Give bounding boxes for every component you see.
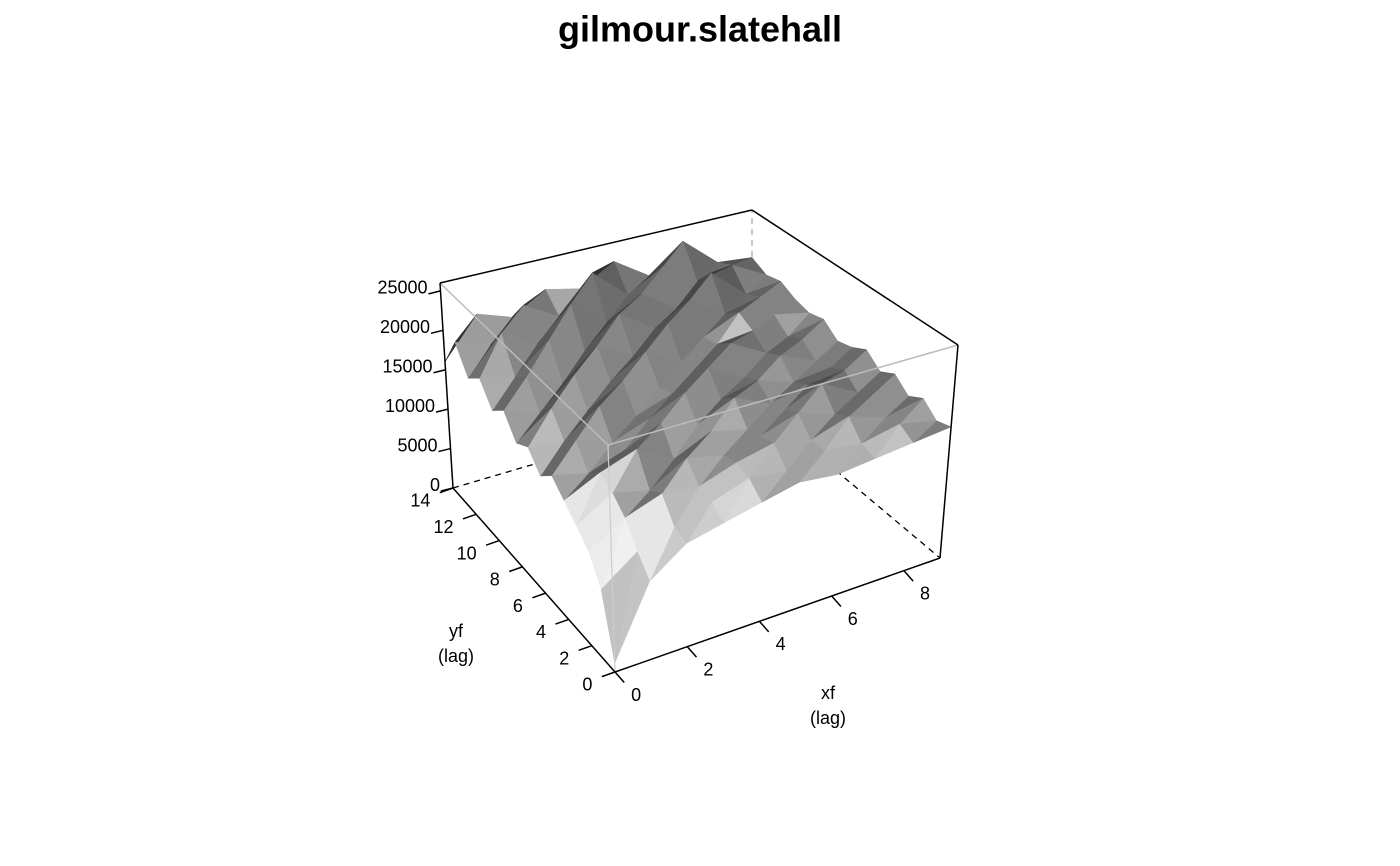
y-axis-title: yf [449, 621, 464, 641]
box-edge [452, 487, 616, 673]
box-edge [614, 557, 941, 673]
y-tick-label: 14 [410, 491, 430, 511]
z-tick [430, 329, 444, 335]
z-tick-label: 20000 [380, 317, 430, 337]
z-tick-label: 0 [430, 475, 440, 495]
z-tick-label: 15000 [382, 356, 432, 376]
y-tick [485, 539, 500, 546]
box-edge [439, 282, 609, 446]
x-tick [614, 671, 625, 684]
y-tick [601, 671, 616, 678]
surface-facet [479, 376, 516, 412]
y-tick-label: 12 [433, 517, 453, 537]
z-tick [433, 369, 446, 374]
box-edge [439, 209, 753, 284]
x-tick-label: 6 [848, 609, 858, 629]
x-tick-label: 8 [920, 583, 930, 603]
surface-facet [600, 550, 638, 664]
y-tick-label: 6 [513, 596, 523, 616]
surface-facet [467, 333, 502, 379]
y-tick [508, 566, 523, 573]
z-tick [435, 408, 449, 413]
z-tick [438, 447, 451, 453]
z-tick-label: 5000 [397, 435, 437, 455]
z-tick-label: 25000 [377, 278, 427, 298]
surface-facet [539, 440, 576, 477]
y-tick [555, 618, 569, 625]
surface-facet [491, 376, 527, 411]
chart-title: gilmour.slatehall [558, 9, 842, 50]
x-tick-label: 0 [631, 685, 641, 705]
x-axis-title: (lag) [810, 708, 846, 728]
surface-facet [527, 440, 565, 477]
box-edge [751, 209, 959, 346]
box-edge [751, 399, 941, 559]
y-tick [532, 592, 546, 599]
x-tick-label: 2 [703, 659, 713, 679]
y-tick-label: 10 [457, 543, 477, 563]
x-tick [831, 595, 842, 608]
y-tick-label: 2 [559, 648, 569, 668]
surface-facet [444, 313, 478, 362]
y-tick-label: 8 [490, 570, 500, 590]
y-tick-label: 4 [536, 622, 546, 642]
surface-facet [588, 517, 626, 591]
y-axis-title: (lag) [438, 646, 474, 666]
surface-facet [515, 408, 552, 448]
x-axis-title: xf [821, 683, 836, 703]
surface-facet [575, 493, 613, 552]
x-tick [903, 570, 914, 582]
z-tick-label: 10000 [385, 396, 435, 416]
y-tick [462, 513, 477, 520]
surface-facet [551, 473, 589, 502]
x-tick-label: 4 [776, 634, 786, 654]
box-edge [607, 444, 616, 673]
y-tick-label: 0 [582, 675, 592, 695]
z-tick [428, 290, 441, 295]
x-tick [686, 646, 698, 658]
box-edge [939, 344, 959, 559]
x-tick [758, 620, 770, 633]
y-tick [578, 645, 593, 652]
surface-facet [563, 472, 601, 527]
box-edge [439, 282, 454, 489]
box-edge [607, 344, 959, 446]
z-tick [440, 487, 454, 492]
surface-facet [503, 410, 541, 444]
surface-facet [454, 341, 491, 379]
